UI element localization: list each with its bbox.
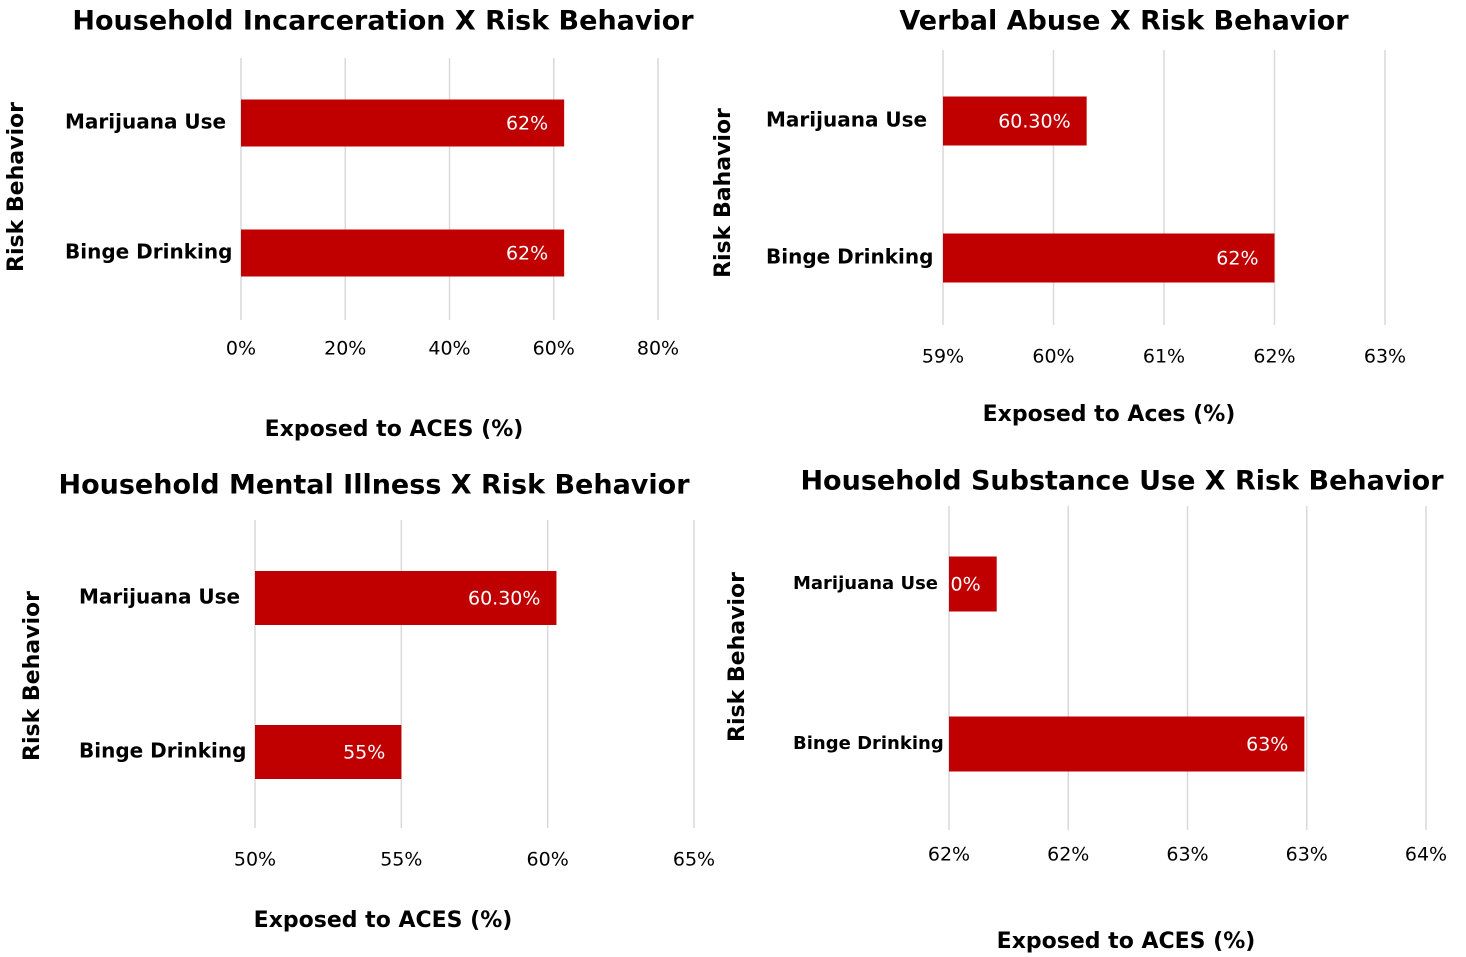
x-axis-label: Exposed to ACES (%) bbox=[265, 417, 524, 442]
chart-title: Verbal Abuse X Risk Behavior bbox=[899, 6, 1349, 37]
x-axis-label: Exposed to ACES (%) bbox=[254, 908, 513, 933]
x-tick-label: 63% bbox=[1364, 346, 1406, 368]
y-axis-label: Risk Behavior bbox=[725, 572, 750, 742]
data-label: 60.30% bbox=[468, 588, 540, 610]
x-tick-label: 62% bbox=[1253, 346, 1295, 368]
category-label: Marijuana Use bbox=[766, 108, 927, 132]
x-tick-label: 60% bbox=[533, 338, 575, 360]
x-tick-label: 63% bbox=[1166, 844, 1208, 866]
x-tick-label: 62% bbox=[1047, 844, 1089, 866]
chart: Verbal Abuse X Risk Behavior Exposed to A… bbox=[711, 6, 1406, 428]
bar bbox=[943, 233, 1275, 283]
x-tick-label: 65% bbox=[673, 849, 715, 871]
category-label: Marijuana Use bbox=[65, 110, 226, 134]
data-label: 55% bbox=[343, 742, 385, 764]
bar bbox=[949, 556, 997, 612]
chart: Household Substance Use X Risk Behavior E… bbox=[725, 466, 1447, 955]
category-label: Binge Drinking bbox=[65, 240, 232, 264]
data-label: 60.30% bbox=[998, 111, 1070, 133]
x-tick-label: 80% bbox=[637, 338, 679, 360]
data-label: 62% bbox=[506, 243, 548, 265]
chart-title: Household Incarceration X Risk Behavior bbox=[72, 6, 694, 37]
category-label: Binge Drinking bbox=[766, 245, 933, 269]
x-tick-label: 64% bbox=[1405, 844, 1447, 866]
x-tick-label: 60% bbox=[1032, 346, 1074, 368]
x-tick-label: 40% bbox=[428, 338, 470, 360]
category-label: Marijuana Use bbox=[79, 585, 240, 609]
chart: Household Incarceration X Risk Behavior E… bbox=[4, 6, 694, 443]
bar bbox=[943, 96, 1087, 146]
x-axis-label: Exposed to ACES (%) bbox=[997, 929, 1256, 954]
x-tick-label: 63% bbox=[1286, 844, 1328, 866]
chart: Household Mental Illness X Risk Behavior… bbox=[20, 470, 715, 934]
y-axis-label: Risk Behavior bbox=[4, 102, 29, 272]
bar bbox=[949, 716, 1305, 772]
x-tick-label: 61% bbox=[1143, 346, 1185, 368]
data-label: 62% bbox=[506, 113, 548, 135]
x-tick-label: 62% bbox=[928, 844, 970, 866]
x-tick-label: 59% bbox=[922, 346, 964, 368]
bar bbox=[241, 99, 565, 147]
x-axis-label: Exposed to Aces (%) bbox=[983, 402, 1236, 427]
data-label: 62% bbox=[1216, 248, 1258, 270]
y-axis-label: Risk Behavior bbox=[20, 591, 45, 761]
bar bbox=[241, 229, 565, 277]
x-tick-label: 60% bbox=[527, 849, 569, 871]
data-label: 62.20% bbox=[908, 574, 980, 596]
category-label: Marijuana Use bbox=[793, 573, 938, 594]
category-label: Binge Drinking bbox=[793, 733, 944, 754]
x-tick-label: 55% bbox=[380, 849, 422, 871]
bar bbox=[255, 725, 402, 779]
category-label: Binge Drinking bbox=[79, 739, 246, 763]
y-axis-label: Risk Bahavior bbox=[711, 108, 736, 278]
x-tick-label: 50% bbox=[234, 849, 276, 871]
x-tick-label: 20% bbox=[324, 338, 366, 360]
chart-title: Household Mental Illness X Risk Behavior bbox=[58, 470, 690, 501]
x-tick-label: 0% bbox=[226, 338, 256, 360]
bar bbox=[255, 571, 557, 625]
data-label: 63% bbox=[1246, 734, 1288, 756]
chart-title: Household Substance Use X Risk Behavior bbox=[800, 466, 1444, 497]
